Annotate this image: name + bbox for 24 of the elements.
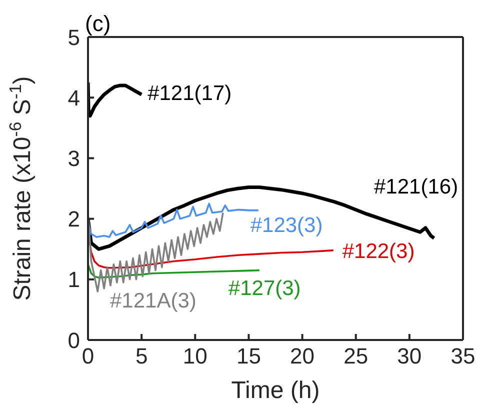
series-label: #121A(3) xyxy=(110,289,196,312)
y-tick-label: 4 xyxy=(68,85,80,110)
y-tick-label: 3 xyxy=(68,146,80,172)
y-tick-label: 1 xyxy=(68,267,80,292)
x-tick-label: 25 xyxy=(344,344,368,369)
series-label: #123(3) xyxy=(250,214,323,237)
x-axis-title: Time (h) xyxy=(231,377,320,404)
series-label: #127(3) xyxy=(228,276,301,300)
x-tick-label: 5 xyxy=(135,344,148,369)
y-tick-label: 2 xyxy=(68,206,80,232)
x-tick-label: 30 xyxy=(397,344,422,369)
y-tick-label: 5 xyxy=(68,24,80,50)
line-series xyxy=(88,263,260,278)
y-tick-label: 0 xyxy=(68,328,80,353)
chart-title: (c) xyxy=(85,11,111,36)
line-series xyxy=(88,80,144,118)
series-label: #122(3) xyxy=(342,240,415,263)
line-series xyxy=(88,212,224,292)
x-tick-label: 20 xyxy=(290,344,315,369)
x-tick-label: 35 xyxy=(450,344,476,369)
series-label: #121(17) xyxy=(148,82,232,106)
x-tick-label: 10 xyxy=(182,344,208,369)
x-tick-label: 15 xyxy=(236,344,261,369)
series-label: #121(16) xyxy=(374,176,458,199)
